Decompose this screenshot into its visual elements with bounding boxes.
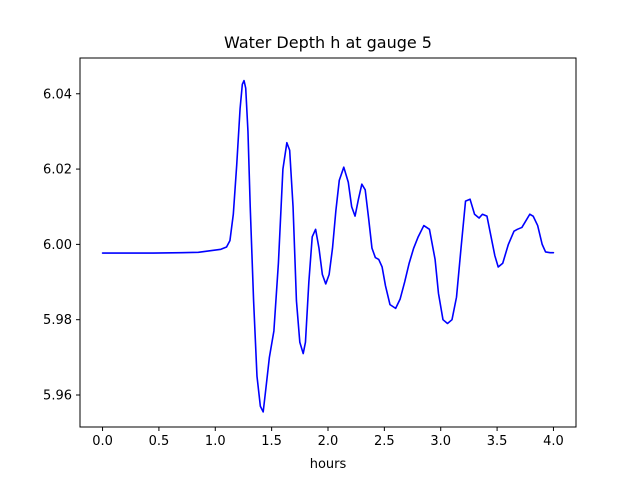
plot-area bbox=[80, 58, 576, 427]
x-axis-label: hours bbox=[310, 457, 347, 472]
y-tick-label: 6.00 bbox=[43, 238, 72, 253]
x-axis: 0.0 0.5 1.0 1.5 2.0 2.5 3.0 3.5 4.0 bbox=[92, 427, 564, 449]
x-tick-label: 0.0 bbox=[92, 434, 113, 449]
series-line-0 bbox=[101, 79, 555, 413]
series-layer bbox=[101, 79, 555, 413]
y-tick-label: 5.98 bbox=[43, 313, 72, 328]
x-tick-label: 3.0 bbox=[430, 434, 451, 449]
x-tick-label: 2.5 bbox=[374, 434, 395, 449]
x-tick-label: 0.5 bbox=[149, 434, 170, 449]
y-axis: 5.96 5.98 6.00 6.02 6.04 bbox=[43, 87, 80, 403]
x-tick-label: 1.5 bbox=[261, 434, 282, 449]
y-tick-label: 5.96 bbox=[43, 388, 72, 403]
x-tick-label: 3.5 bbox=[487, 434, 508, 449]
y-tick-label: 6.04 bbox=[43, 87, 72, 102]
chart-title: Water Depth h at gauge 5 bbox=[224, 33, 432, 52]
y-tick-label: 6.02 bbox=[43, 163, 72, 178]
x-tick-label: 4.0 bbox=[543, 434, 564, 449]
x-tick-label: 2.0 bbox=[318, 434, 339, 449]
x-tick-label: 1.0 bbox=[205, 434, 226, 449]
